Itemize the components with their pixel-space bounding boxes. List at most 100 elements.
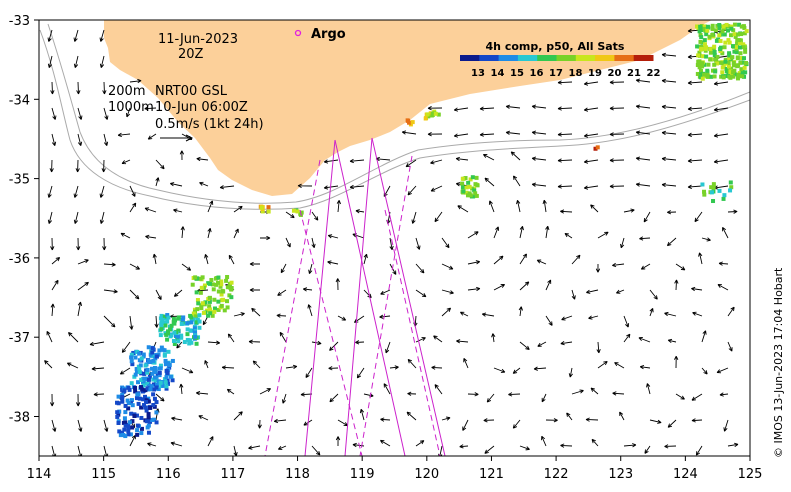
- sst-pixel: [128, 401, 133, 406]
- sst-pixel: [705, 68, 710, 73]
- current-arrow: [635, 130, 651, 135]
- sst-pixel: [151, 358, 156, 363]
- sst-pixel: [139, 405, 144, 410]
- sst-pixel: [139, 426, 144, 431]
- current-arrow: [434, 211, 443, 223]
- sst-pixel: [117, 409, 122, 414]
- current-arrow: [571, 289, 576, 300]
- sst-pixel: [698, 24, 703, 29]
- current-arrow: [519, 341, 530, 350]
- sst-pixel: [146, 345, 151, 350]
- current-arrow: [701, 237, 711, 242]
- sst-pixel: [147, 359, 152, 364]
- sst-pixel: [158, 380, 163, 385]
- current-arrow: [204, 360, 209, 369]
- current-arrow: [125, 107, 131, 118]
- sst-pixel: [159, 313, 164, 318]
- sst-pixel: [723, 40, 728, 45]
- sst-pixel: [137, 370, 142, 375]
- current-arrow: [674, 355, 679, 369]
- sst-pixel: [163, 358, 168, 363]
- sst-pixel: [134, 413, 139, 418]
- sst-pixel: [144, 419, 149, 424]
- y-tick-label: -37: [9, 331, 30, 346]
- current-arrow: [155, 289, 162, 300]
- current-arrow: [467, 231, 479, 239]
- colorbar-tick-label: 17: [549, 68, 563, 79]
- sst-pixel: [143, 405, 148, 410]
- sst-pixel: [163, 323, 168, 328]
- sst-pixel: [735, 41, 740, 46]
- sst-pixel: [702, 38, 707, 43]
- current-arrow: [583, 185, 599, 190]
- current-arrow: [170, 441, 183, 447]
- current-arrow: [389, 365, 399, 370]
- time-label: 20Z: [178, 47, 204, 62]
- sst-pixel: [198, 290, 203, 295]
- current-arrow: [68, 332, 79, 343]
- current-arrow: [383, 383, 391, 395]
- sst-pixel: [707, 34, 712, 39]
- x-tick-label: 117: [220, 467, 245, 482]
- sst-pixel: [219, 282, 224, 287]
- current-arrow: [179, 383, 184, 395]
- current-arrow: [456, 339, 469, 344]
- current-arrow: [47, 29, 53, 42]
- sst-pixel: [196, 301, 201, 306]
- current-arrow: [571, 389, 584, 395]
- current-arrow: [560, 443, 573, 448]
- sst-pixel: [162, 314, 167, 319]
- sst-pixel: [158, 363, 163, 368]
- current-arrow: [479, 132, 495, 137]
- colorbar: [460, 55, 654, 61]
- current-arrow: [129, 289, 140, 300]
- sst-pixel: [724, 69, 729, 74]
- sst-pixel: [156, 380, 161, 385]
- sst-pixel: [210, 313, 215, 318]
- sst-pixel: [153, 369, 158, 374]
- current-arrow: [698, 252, 703, 265]
- sst-pixel: [130, 425, 135, 430]
- sst-pixel: [135, 432, 140, 437]
- current-arrow: [415, 440, 425, 447]
- current-arrow: [484, 177, 495, 187]
- sst-pixel: [698, 68, 703, 73]
- sst-pixel: [169, 333, 174, 338]
- x-tick-label: 122: [544, 467, 569, 482]
- sst-pixel: [160, 379, 165, 384]
- current-arrow: [635, 104, 651, 109]
- current-arrow: [585, 417, 599, 422]
- colorbar-tick-label: 20: [608, 68, 622, 79]
- current-arrow: [661, 182, 677, 188]
- current-arrow: [251, 307, 261, 317]
- sst-pixel: [700, 182, 705, 187]
- current-arrow: [453, 133, 469, 138]
- current-arrow: [363, 253, 368, 265]
- sst-pixel: [222, 308, 227, 313]
- sst-pixel: [150, 366, 155, 371]
- current-arrow: [406, 411, 417, 421]
- current-arrow: [99, 185, 105, 198]
- current-arrow: [609, 158, 625, 163]
- current-arrow: [228, 254, 235, 265]
- sst-pixel: [722, 32, 727, 37]
- argo-marker-icon: [294, 29, 302, 37]
- colorbar-tick-label: 22: [647, 68, 661, 79]
- sst-pixel: [731, 74, 736, 79]
- colorbar-segment: [614, 55, 635, 61]
- sst-pixel: [709, 190, 714, 195]
- current-arrow: [583, 159, 599, 164]
- sst-pixel: [146, 423, 151, 428]
- current-arrow: [311, 211, 319, 221]
- y-tick-label: -38: [9, 411, 30, 426]
- current-arrow: [564, 232, 573, 239]
- sst-pixel: [180, 317, 185, 322]
- sst-pixel: [218, 284, 223, 289]
- sst-pixel: [133, 389, 138, 394]
- sst-pixel: [741, 42, 746, 47]
- sst-pixel: [712, 74, 717, 79]
- current-arrow: [233, 312, 245, 317]
- sst-pixel: [720, 51, 725, 56]
- sst-pixel: [145, 381, 150, 386]
- current-arrow: [723, 419, 729, 432]
